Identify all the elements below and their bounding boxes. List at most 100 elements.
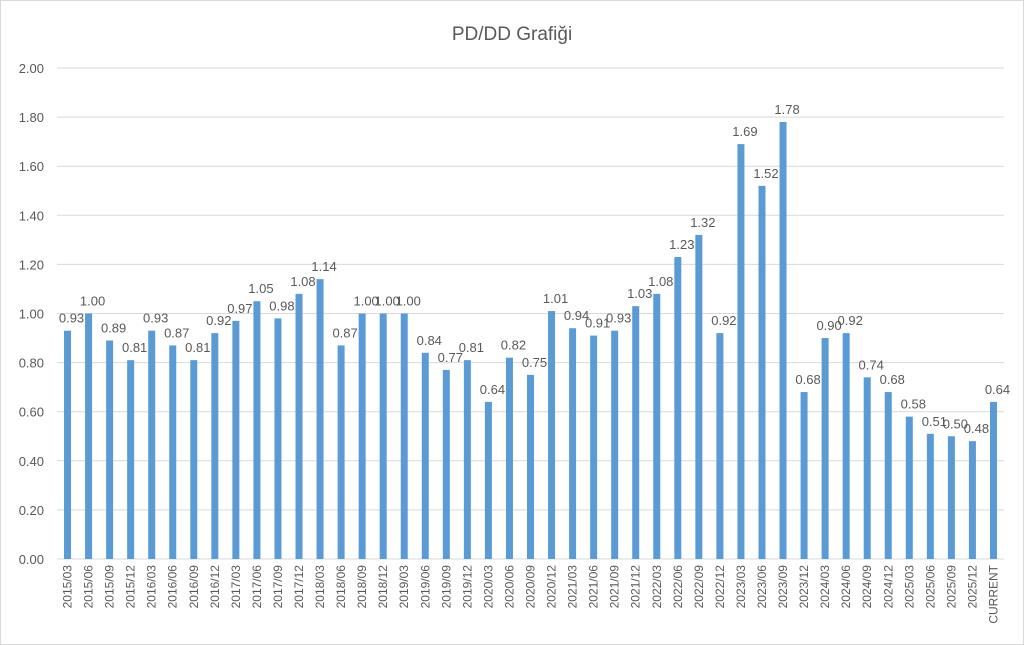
bar: [379, 313, 387, 559]
bar: [316, 279, 324, 559]
data-label: 1.00: [396, 294, 421, 309]
bar: [295, 293, 303, 559]
x-tick-label: 2023/09: [776, 565, 790, 609]
bar: [85, 313, 93, 559]
data-label: 0.48: [964, 421, 989, 436]
data-label: 1.32: [690, 215, 715, 230]
data-label: 0.75: [522, 355, 547, 370]
data-label: 1.52: [753, 166, 778, 181]
data-label: 0.92: [838, 313, 863, 328]
bar: [716, 333, 724, 559]
data-label: 1.08: [290, 274, 315, 289]
y-tick-label: 0.40: [19, 454, 44, 469]
bar: [590, 335, 598, 559]
data-label: 0.68: [795, 372, 820, 387]
bar: [758, 185, 766, 559]
data-label: 0.64: [985, 382, 1010, 397]
bar: [779, 122, 787, 559]
data-label: 0.92: [206, 313, 231, 328]
data-label: 0.89: [101, 321, 126, 336]
data-label: 0.77: [438, 350, 463, 365]
x-tick-label: CURRENT: [986, 564, 1000, 623]
x-tick-label: 2025/03: [902, 565, 916, 609]
x-tick-label: 2022/06: [671, 565, 685, 609]
bar: [968, 441, 976, 559]
x-tick-label: 2019/12: [460, 565, 474, 609]
y-tick-label: 1.60: [19, 159, 44, 174]
x-tick-label: 2025/12: [965, 565, 979, 609]
bar: [821, 338, 829, 559]
data-label: 0.91: [585, 316, 610, 331]
data-label: 0.81: [122, 340, 147, 355]
data-label: 0.92: [711, 313, 736, 328]
data-label: 1.08: [648, 274, 673, 289]
bar: [947, 436, 955, 559]
x-tick-label: 2022/12: [713, 565, 727, 609]
x-tick-label: 2019/06: [418, 565, 432, 609]
x-tick-label: 2016/06: [166, 565, 180, 609]
data-label: 0.87: [164, 325, 189, 340]
x-tick-label: 2015/06: [82, 565, 96, 609]
data-label: 1.03: [627, 286, 652, 301]
x-tick-label: 2019/03: [397, 565, 411, 609]
data-label: 0.81: [459, 340, 484, 355]
bar: [905, 416, 913, 559]
data-label: 0.93: [59, 311, 84, 326]
data-label: 1.23: [669, 237, 694, 252]
y-tick-label: 1.80: [19, 110, 44, 125]
x-tick-label: 2022/09: [692, 565, 706, 609]
x-tick-label: 2021/09: [608, 565, 622, 609]
x-tick-label: 2022/03: [650, 565, 664, 609]
data-label: 0.93: [606, 311, 631, 326]
x-tick-label: 2020/03: [481, 565, 495, 609]
y-tick-label: 1.00: [19, 307, 44, 322]
bar: [232, 320, 240, 559]
y-tick-label: 1.20: [19, 257, 44, 272]
data-label: 0.82: [501, 338, 526, 353]
y-tick-label: 0.60: [19, 405, 44, 420]
data-label: 0.97: [227, 301, 252, 316]
y-tick-label: 2.00: [19, 61, 44, 76]
x-tick-label: 2016/03: [145, 565, 159, 609]
x-tick-label: 2017/09: [271, 565, 285, 609]
data-label: 0.64: [480, 382, 505, 397]
bar: [527, 374, 534, 559]
bar: [358, 313, 366, 559]
x-tick-label: 2025/09: [944, 565, 958, 609]
bar: [400, 313, 408, 559]
x-tick-label: 2018/06: [334, 565, 348, 609]
bar: [211, 333, 219, 559]
x-tick-label: 2017/03: [229, 565, 243, 609]
bar: [64, 330, 72, 559]
y-tick-label: 1.40: [19, 208, 44, 223]
x-tick-label: 2021/03: [566, 565, 580, 609]
bar: [484, 401, 492, 559]
x-tick-label: 2019/09: [439, 565, 453, 609]
x-tick-label: 2023/03: [734, 565, 748, 609]
data-label: 1.69: [732, 124, 757, 139]
x-tick-label: 2023/06: [755, 565, 769, 609]
x-tick-label: 2024/03: [818, 565, 832, 609]
bar: [169, 345, 177, 559]
data-label: 0.98: [269, 298, 294, 313]
data-label: 1.01: [543, 291, 568, 306]
y-tick-label: 0.80: [19, 356, 44, 371]
data-label: 0.51: [922, 414, 947, 429]
x-tick-label: 2020/12: [545, 565, 559, 609]
x-tick-label: 2017/12: [292, 565, 306, 609]
chart-title: PD/DD Grafiği: [452, 24, 572, 45]
x-tick-label: 2020/09: [524, 565, 538, 609]
bar: [695, 234, 703, 559]
bar: [505, 357, 513, 559]
x-tick-label: 2024/06: [839, 565, 853, 609]
bar: [842, 333, 850, 559]
x-tick-label: 2016/12: [208, 565, 222, 609]
data-label: 1.78: [774, 102, 799, 117]
bar: [548, 311, 556, 559]
bar: [926, 433, 934, 559]
y-tick-label: 0.20: [19, 503, 44, 518]
bar: [611, 330, 619, 559]
x-tick-label: 2015/03: [61, 565, 75, 609]
bar: [989, 401, 997, 559]
